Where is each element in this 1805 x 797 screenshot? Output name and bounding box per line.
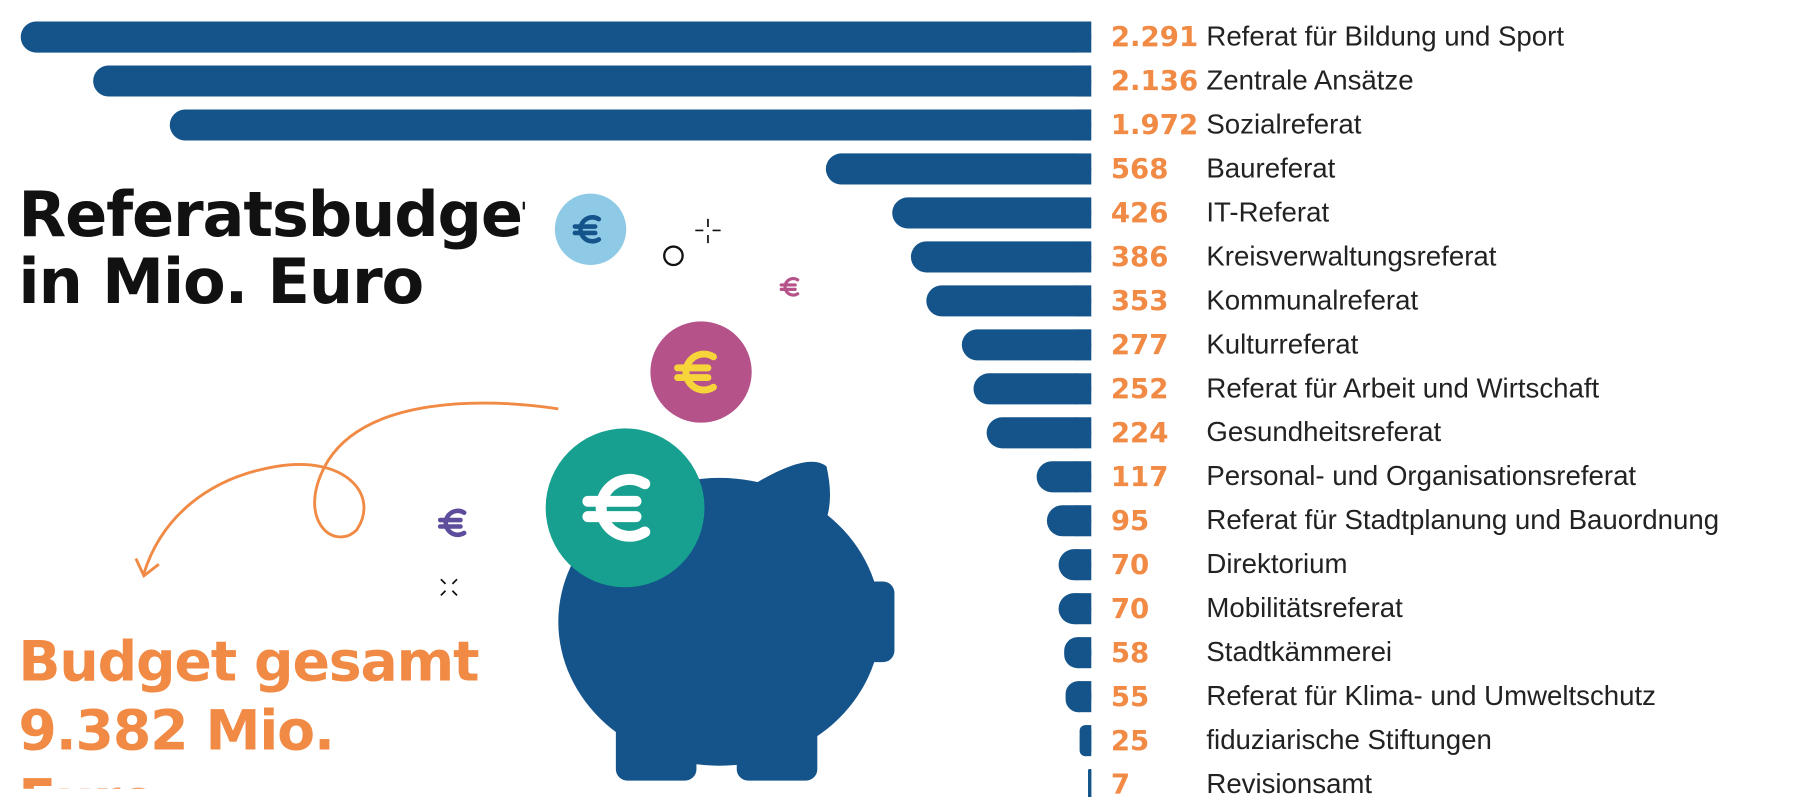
sparkle: [441, 579, 457, 595]
coin: [546, 428, 705, 587]
bar-end: [1076, 109, 1092, 140]
value-label: 386: [1111, 240, 1169, 273]
bar-end: [1076, 373, 1092, 404]
category-label: Kreisverwaltungsreferat: [1206, 240, 1496, 271]
bar: [962, 329, 1091, 360]
bar: [170, 109, 1092, 140]
bar-end: [1076, 21, 1092, 52]
bar-end: [1076, 593, 1092, 624]
category-label: Revisionsamt: [1206, 768, 1372, 797]
category-label: Direktorium: [1206, 548, 1347, 579]
value-label: 70: [1111, 592, 1149, 625]
bar-end: [1090, 769, 1092, 797]
category-label: Zentrale Ansätze: [1206, 64, 1413, 95]
value-label: 252: [1111, 372, 1169, 405]
bar: [826, 153, 1091, 184]
bar: [926, 285, 1091, 316]
category-label: Sozialreferat: [1206, 108, 1361, 139]
arrow-curve: [144, 403, 558, 573]
bar-end: [1076, 329, 1092, 360]
value-label: 70: [1111, 548, 1149, 581]
chart: Referatsbudgets in Mio. Euro Budget gesa…: [0, 0, 1805, 797]
value-label: 277: [1111, 328, 1169, 361]
coin: [555, 194, 626, 265]
bar-end: [1076, 241, 1092, 272]
coin: [650, 321, 751, 422]
bar-end: [1076, 417, 1092, 448]
sparkle-circle: [664, 247, 682, 265]
value-label: 224: [1111, 416, 1169, 449]
bar-end: [1078, 637, 1092, 668]
value-label: 1.972: [1111, 108, 1198, 141]
bar-end: [1076, 153, 1092, 184]
bar: [21, 21, 1092, 52]
value-label: 95: [1111, 504, 1149, 537]
value-label: 353: [1111, 284, 1169, 317]
category-label: Referat für Bildung und Sport: [1206, 20, 1564, 51]
value-label: 58: [1111, 636, 1149, 669]
category-label: Mobilitätsreferat: [1206, 592, 1403, 623]
bar-end: [1076, 197, 1092, 228]
value-label: 25: [1111, 724, 1149, 757]
category-label: Referat für Arbeit und Wirtschaft: [1206, 372, 1599, 403]
category-label: Gesundheitsreferat: [1206, 416, 1441, 447]
sparkle: [695, 219, 720, 243]
category-label: Referat für Klima- und Umweltschutz: [1206, 680, 1656, 711]
category-label: fiduziarische Stiftungen: [1206, 724, 1491, 755]
bar: [93, 65, 1091, 96]
value-label: 117: [1111, 460, 1169, 493]
bar: [987, 417, 1092, 448]
category-label: Personal- und Organisationsreferat: [1206, 460, 1636, 491]
bar-end: [1076, 285, 1092, 316]
category-label: Stadtkämmerei: [1206, 636, 1392, 667]
category-label: IT-Referat: [1206, 196, 1329, 227]
annotation-box: Budget gesamt 9.382 Mio. Euro: [18, 628, 478, 789]
bar-end: [1076, 505, 1092, 536]
value-label: 7: [1111, 768, 1130, 797]
bar-end: [1085, 725, 1091, 756]
category-label: Referat für Stadtplanung und Bauordnung: [1206, 504, 1719, 535]
value-label: 2.291: [1111, 20, 1198, 53]
bar: [892, 197, 1091, 228]
title-box: Referatsbudgets in Mio. Euro: [18, 182, 525, 332]
page: Referatsbudgets html, body { margin: 0; …: [0, 0, 1805, 797]
value-label: 2.136: [1111, 64, 1198, 97]
piggy-leg: [616, 702, 697, 780]
category-label: Kulturreferat: [1206, 328, 1358, 359]
bar: [911, 241, 1091, 272]
category-label: Baureferat: [1206, 152, 1335, 183]
euro-icon: [440, 511, 464, 535]
page-body: {"chart_data": {"type": "bar", "orientat…: [0, 0, 1805, 797]
bar-end: [1076, 65, 1092, 96]
bar-end: [1078, 681, 1091, 712]
value-label: 568: [1111, 152, 1169, 185]
chart-title: Referatsbudgets in Mio. Euro: [18, 182, 525, 316]
bar-end: [1076, 549, 1092, 580]
piggy-leg: [737, 702, 818, 780]
piggy-snout: [858, 582, 895, 663]
bar: [974, 373, 1092, 404]
euro-icon: [781, 279, 797, 295]
value-label: 426: [1111, 196, 1169, 229]
value-label: 55: [1111, 680, 1149, 713]
category-label: Kommunalreferat: [1206, 284, 1418, 315]
bar-end: [1076, 461, 1092, 492]
annotation: Budget gesamt 9.382 Mio. Euro: [18, 628, 478, 789]
